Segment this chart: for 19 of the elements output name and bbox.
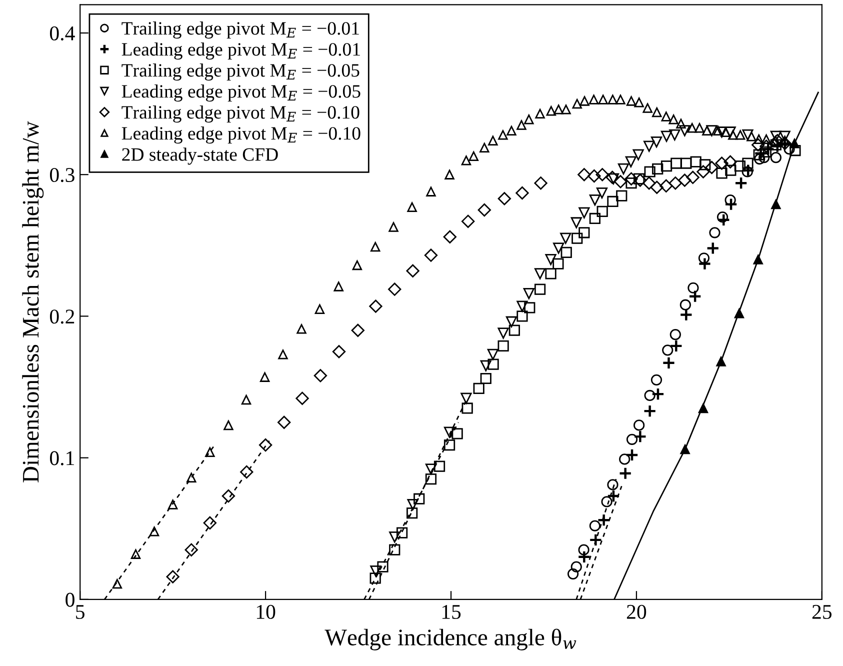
x-tick-label: 20 [626,604,646,619]
x-axis-title: Wedge incidence angle θ$_{w}$ [324,628,576,650]
y-tick-label: 0.2 [50,310,74,324]
y-tick-label: 0.4 [50,26,75,41]
y-tick-label: 0 [66,592,74,607]
x-tick-label: 25 [812,604,832,619]
legend-label: 2D steady-state CFD [122,148,278,165]
legend-label: Leading edge pivot M$_{E}$ = −0.01 [122,42,360,60]
legend-label: Leading edge pivot M$_{E}$ = −0.10 [122,126,360,144]
legend-label: Trailing edge pivot M$_{E}$ = −0.05 [122,64,360,81]
x-tick-label: 5 [76,605,84,619]
legend-label: Leading edge pivot M$_{E}$ = −0.05 [122,84,360,102]
y-tick-label: 0.1 [50,451,74,466]
x-tick-label: 15 [442,604,461,619]
x-tick-label: 10 [256,604,276,619]
legend-label: Trailing edge pivot M$_{E}$ = −0.10 [122,106,360,123]
y-axis-title: Dimensionless Mach stem height m/w [22,121,44,482]
legend-label: Trailing edge pivot M$_{E}$ = −0.01 [122,22,359,39]
y-tick-label: 0.3 [50,168,74,182]
